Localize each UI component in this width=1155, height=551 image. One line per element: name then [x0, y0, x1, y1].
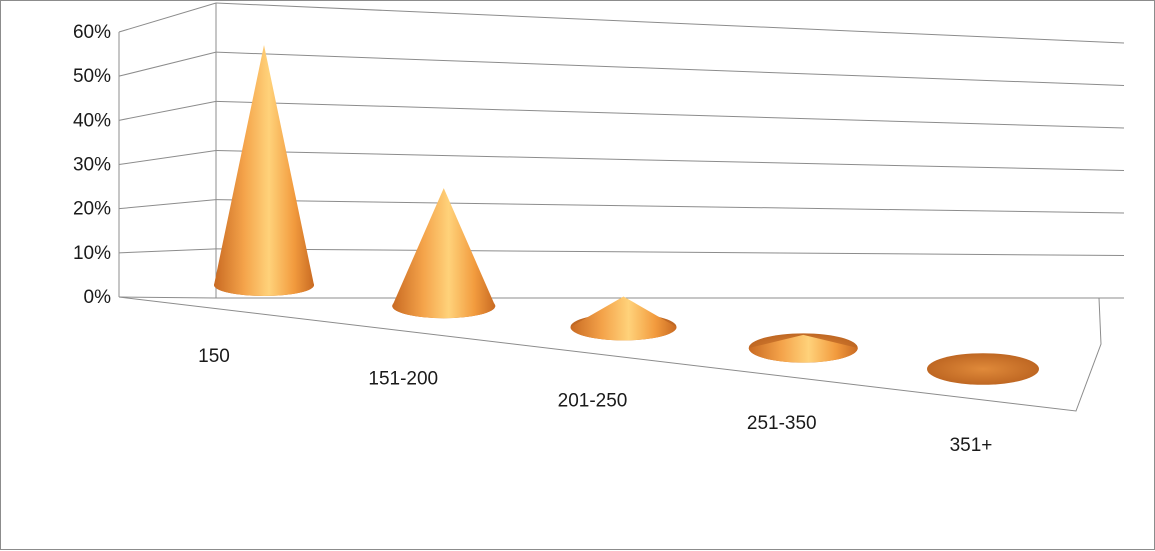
- gridline-left: [118, 199, 217, 210]
- y-tick-label: 60%: [73, 22, 111, 43]
- y-tick-label: 40%: [73, 110, 111, 131]
- gridline-back: [215, 248, 1125, 256]
- y-tick-label: 0%: [84, 287, 112, 308]
- cones: [214, 45, 1039, 385]
- x-category-label: 151-200: [368, 368, 438, 389]
- gridlines: [118, 2, 1125, 299]
- x-category-label: 351+: [950, 435, 993, 456]
- gridline-back: [215, 100, 1125, 129]
- gridline-back: [215, 150, 1125, 171]
- cone-body: [214, 45, 314, 296]
- cone-body: [392, 188, 496, 319]
- chart-walls: [118, 3, 1102, 412]
- x-axis-categories: 150 151-200 201-250 251-350 351+: [198, 346, 992, 456]
- gridline-back: [215, 51, 1125, 86]
- gridline-back: [215, 2, 1125, 44]
- cone-base: [927, 353, 1039, 385]
- y-tick-label: 20%: [73, 199, 111, 220]
- cone-150: [214, 45, 314, 296]
- floor-outline: [118, 296, 1102, 412]
- y-tick-label: 10%: [73, 243, 111, 264]
- cone-body: [748, 334, 858, 363]
- cone-251-350: [748, 333, 858, 363]
- gridline-left: [118, 248, 217, 254]
- gridline-left: [118, 150, 217, 165]
- x-category-label: 251-350: [747, 413, 817, 434]
- gridline-left: [118, 296, 217, 299]
- x-category-label: 150: [198, 346, 230, 367]
- y-axis-ticks: 0% 10% 20% 30% 40% 50% 60%: [73, 22, 111, 308]
- y-tick-label: 30%: [73, 155, 111, 176]
- cone-body: [570, 296, 677, 341]
- gridline-back: [215, 199, 1125, 214]
- gridline-left: [118, 100, 217, 121]
- y-tick-label: 50%: [73, 66, 111, 87]
- cone-151-200: [392, 188, 496, 319]
- x-category-label: 201-250: [558, 391, 628, 412]
- gridline-left: [118, 51, 217, 77]
- cone-351+: [927, 353, 1039, 385]
- cone-201-250: [570, 296, 677, 341]
- gridline-left: [118, 2, 217, 33]
